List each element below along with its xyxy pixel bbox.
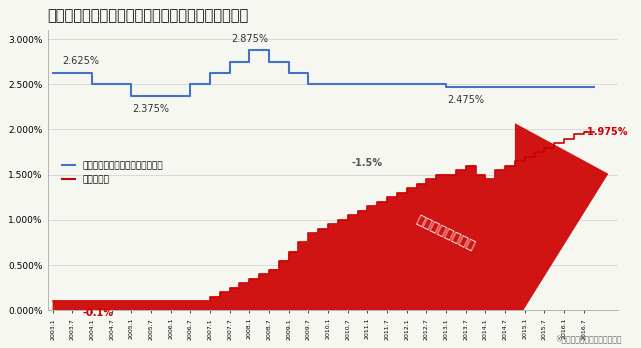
Polygon shape xyxy=(53,123,608,324)
Text: 2.375%: 2.375% xyxy=(133,104,169,114)
Text: 金利優遇幅の上昇: 金利優遇幅の上昇 xyxy=(415,214,478,253)
Text: 2.475%: 2.475% xyxy=(447,95,484,105)
Text: ※グラフは首都圏大手銀行の例: ※グラフは首都圏大手銀行の例 xyxy=(555,334,622,343)
Text: -1.975%: -1.975% xyxy=(584,127,628,137)
Text: 変動金利型住宅ローン店頭金利と金利優遇幅の推移: 変動金利型住宅ローン店頭金利と金利優遇幅の推移 xyxy=(47,8,249,23)
Legend: 変動金利型住宅ローンの店頭金利, 金利優遇幅: 変動金利型住宅ローンの店頭金利, 金利優遇幅 xyxy=(58,158,167,188)
Text: 2.625%: 2.625% xyxy=(62,56,99,66)
Text: 2.875%: 2.875% xyxy=(231,34,268,44)
Text: -0.1%: -0.1% xyxy=(82,308,113,318)
Text: -1.5%: -1.5% xyxy=(352,158,383,168)
